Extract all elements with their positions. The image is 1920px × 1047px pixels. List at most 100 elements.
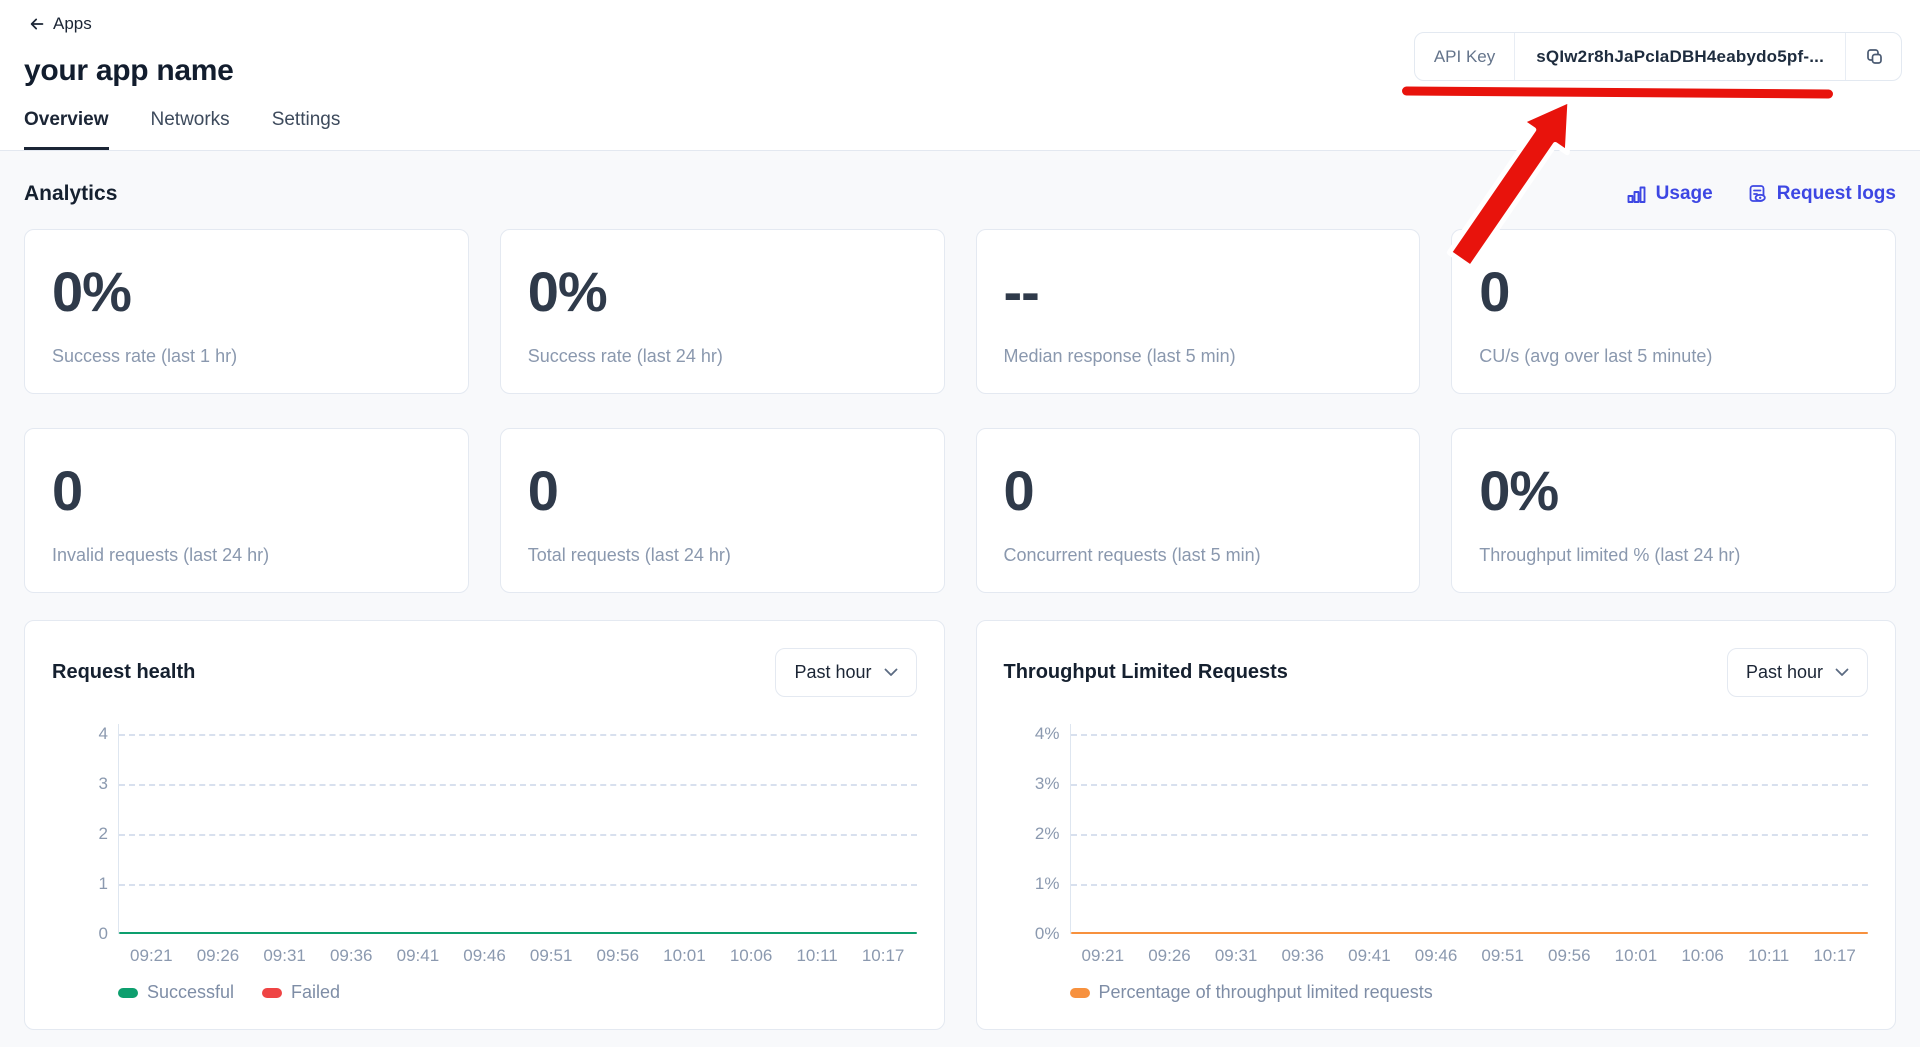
legend-label: Percentage of throughput limited request… xyxy=(1098,982,1433,1002)
x-tick: 10:01 xyxy=(1614,946,1658,965)
y-tick: 1 xyxy=(98,874,108,893)
x-tick: 09:41 xyxy=(1348,946,1391,965)
stat-value: 0 xyxy=(527,459,559,522)
x-tick: 09:56 xyxy=(1548,946,1591,965)
request-logs-link-label: Request logs xyxy=(1776,183,1896,204)
failed-swatch xyxy=(262,987,283,998)
analytics-heading: Analytics xyxy=(24,182,118,205)
x-tick: 10:17 xyxy=(1813,946,1856,965)
request-logs-link[interactable]: Request logs xyxy=(1747,183,1896,205)
stat-label: CU/s (avg over last 5 minute) xyxy=(1479,346,1713,366)
tab-overview[interactable]: Overview xyxy=(24,109,109,150)
tab-settings[interactable]: Settings xyxy=(271,109,341,130)
x-tick: 09:21 xyxy=(130,946,173,965)
x-axis: 09:21 09:26 09:31 09:36 09:41 09:46 09:5… xyxy=(1070,946,1869,966)
arrow-left-icon xyxy=(29,16,45,32)
usage-link-label: Usage xyxy=(1655,183,1713,204)
range-label: Past hour xyxy=(794,662,872,682)
chart-plot-area: 4% 3% 2% 1% 0% xyxy=(1004,724,1868,943)
stat-label: Median response (last 5 min) xyxy=(1003,346,1236,366)
tab-bar: Overview Networks Settings xyxy=(24,109,1896,150)
throughput-swatch xyxy=(1069,987,1090,998)
time-range-dropdown[interactable]: Past hour xyxy=(1726,648,1868,697)
chart-title: Throughput Limited Requests xyxy=(1003,661,1288,683)
stat-card-cu-per-s: 0 CU/s (avg over last 5 minute) xyxy=(1451,229,1896,394)
x-tick: 09:56 xyxy=(596,946,640,965)
api-key-value[interactable]: sQIw2r8hJaPcIaDBH4eabydo5pf-... xyxy=(1515,33,1846,80)
y-tick: 3 xyxy=(98,774,108,793)
time-range-dropdown[interactable]: Past hour xyxy=(775,648,917,697)
stat-card-success-rate-24hr: 0% Success rate (last 24 hr) xyxy=(499,229,945,394)
y-tick: 4 xyxy=(98,724,108,743)
log-eye-icon xyxy=(1747,184,1768,205)
stat-value: 0% xyxy=(1479,459,1559,522)
stat-value: 0% xyxy=(52,260,132,323)
gridline xyxy=(1070,784,1868,786)
x-tick: 09:36 xyxy=(1281,946,1325,965)
stat-label: Throughput limited % (last 24 hr) xyxy=(1479,545,1741,565)
x-tick: 10:11 xyxy=(796,946,838,965)
legend-item-throughput: Percentage of throughput limited request… xyxy=(1069,982,1433,1003)
legend-label: Successful xyxy=(147,982,235,1002)
x-tick: 09:51 xyxy=(529,946,573,965)
x-tick: 09:51 xyxy=(1481,946,1524,965)
x-tick: 09:21 xyxy=(1081,946,1125,965)
y-tick: 3% xyxy=(1034,774,1060,793)
stat-value: 0 xyxy=(1003,459,1035,522)
copy-icon xyxy=(1863,46,1885,68)
page-title: your app name xyxy=(24,54,234,87)
stat-card-throughput-limited: 0% Throughput limited % (last 24 hr) xyxy=(1451,428,1896,593)
y-tick: 2% xyxy=(1034,824,1060,843)
chevron-down-icon xyxy=(884,668,898,677)
stat-card-invalid-requests: 0 Invalid requests (last 24 hr) xyxy=(24,428,469,593)
x-tick: 09:36 xyxy=(329,946,373,965)
gridline xyxy=(1070,884,1868,886)
tab-networks[interactable]: Networks xyxy=(150,109,230,130)
x-tick: 10:06 xyxy=(1681,946,1724,965)
gridline xyxy=(1070,734,1868,736)
stats-grid: 0% Success rate (last 1 hr) 0% Success r… xyxy=(24,229,1896,593)
x-tick: 09:31 xyxy=(1214,946,1258,965)
y-tick: 4% xyxy=(1034,724,1060,743)
gridline xyxy=(119,734,917,736)
api-key-label: API Key xyxy=(1415,33,1516,80)
x-axis: 09:21 09:26 09:31 09:36 09:41 09:46 09:5… xyxy=(118,946,917,966)
breadcrumb[interactable]: Apps xyxy=(29,14,92,34)
x-tick: 10:06 xyxy=(729,946,773,965)
stat-card-median-response: -- Median response (last 5 min) xyxy=(975,229,1421,394)
x-tick: 10:11 xyxy=(1747,946,1790,965)
gridline xyxy=(1070,834,1868,836)
main-content: Analytics Usage xyxy=(0,181,1920,1030)
copy-api-key-button[interactable] xyxy=(1846,33,1901,80)
throughput-series-line xyxy=(1070,931,1868,934)
chevron-down-icon xyxy=(1835,668,1849,677)
range-label: Past hour xyxy=(1745,662,1823,682)
legend-item-successful: Successful xyxy=(118,982,234,1003)
y-tick: 0 xyxy=(98,924,108,943)
stat-value: 0 xyxy=(52,459,83,522)
gridline xyxy=(119,884,917,886)
legend-label: Failed xyxy=(291,982,341,1002)
gridline xyxy=(119,784,917,786)
y-tick: 2 xyxy=(98,824,108,843)
chart-title: Request health xyxy=(52,661,196,683)
gridline xyxy=(119,834,917,836)
x-tick: 10:01 xyxy=(663,946,706,965)
x-tick: 09:41 xyxy=(396,946,440,965)
request-health-chart-card: Request health Past hour 4 3 2 1 0 xyxy=(24,620,945,1030)
page-header: Apps your app name Overview Networks Set… xyxy=(0,0,1920,151)
stat-card-total-requests: 0 Total requests (last 24 hr) xyxy=(499,428,945,593)
stat-label: Invalid requests (last 24 hr) xyxy=(52,545,270,565)
x-tick: 09:26 xyxy=(1148,946,1191,965)
stat-card-concurrent-requests: 0 Concurrent requests (last 5 min) xyxy=(975,428,1421,593)
x-tick: 10:17 xyxy=(861,946,905,965)
successful-swatch xyxy=(118,987,138,998)
chart-legend: Percentage of throughput limited request… xyxy=(1069,982,1869,1003)
stat-label: Success rate (last 1 hr) xyxy=(52,346,238,366)
usage-link[interactable]: Usage xyxy=(1626,183,1713,205)
bar-chart-icon xyxy=(1626,184,1647,205)
x-tick: 09:46 xyxy=(463,946,506,965)
x-tick: 09:26 xyxy=(196,946,240,965)
chart-plot-area: 4 3 2 1 0 xyxy=(52,724,917,943)
stat-label: Total requests (last 24 hr) xyxy=(527,545,731,565)
